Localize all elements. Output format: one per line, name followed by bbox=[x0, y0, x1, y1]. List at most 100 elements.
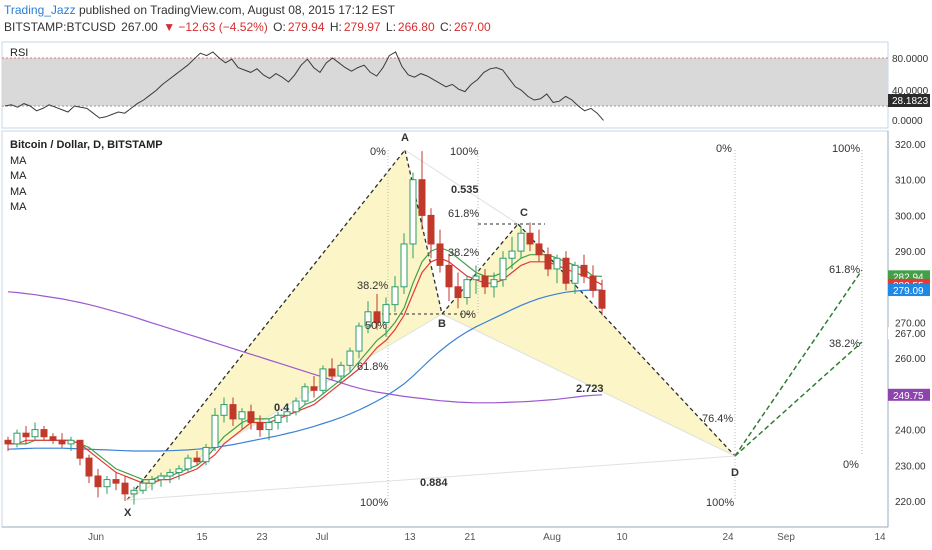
candle bbox=[130, 486, 138, 505]
candle-body bbox=[184, 457, 192, 470]
annotations: X A B C D 0.4 0.535 2.723 0.884 0% 38.2%… bbox=[124, 132, 860, 519]
candle-body bbox=[445, 264, 453, 288]
candle bbox=[256, 415, 264, 437]
low-value: 266.80 bbox=[397, 20, 435, 34]
candle bbox=[391, 276, 399, 312]
candle bbox=[472, 265, 480, 294]
high-label: H: bbox=[329, 20, 342, 34]
candle bbox=[535, 229, 543, 262]
published-text: published on TradingView.com, August 08,… bbox=[78, 3, 395, 17]
candle bbox=[553, 254, 561, 284]
candles bbox=[4, 151, 606, 505]
candle-body bbox=[94, 475, 102, 488]
candle-body bbox=[49, 436, 57, 441]
candle bbox=[157, 472, 165, 487]
fib-ab-100: 100% bbox=[450, 146, 478, 158]
candle bbox=[508, 236, 516, 269]
candle bbox=[247, 404, 255, 430]
candle-body bbox=[292, 400, 300, 413]
candle bbox=[265, 418, 273, 441]
candle-body bbox=[472, 275, 480, 281]
fib-ab-0: 0% bbox=[460, 309, 476, 321]
candle bbox=[427, 208, 435, 259]
candle bbox=[76, 439, 84, 466]
point-d: D bbox=[731, 467, 739, 479]
last-price-tag-bg bbox=[888, 327, 930, 340]
candle bbox=[319, 365, 327, 394]
candle bbox=[598, 279, 606, 316]
candle bbox=[463, 276, 471, 305]
rsi-tick-80: 80.0000 bbox=[892, 54, 929, 65]
legend-ma-3[interactable]: MA bbox=[10, 185, 27, 198]
candle-body bbox=[571, 264, 579, 284]
candle-body bbox=[13, 432, 21, 445]
guide-ac bbox=[404, 149, 519, 225]
time-tick: Jul bbox=[316, 532, 329, 543]
legend-ma-1[interactable]: MA bbox=[10, 154, 27, 167]
candle-body bbox=[220, 404, 228, 416]
candle-body bbox=[4, 439, 12, 445]
leg-xa bbox=[126, 149, 406, 501]
candle bbox=[571, 261, 579, 294]
candle-body bbox=[40, 429, 48, 438]
open-label: O: bbox=[273, 20, 286, 34]
candle bbox=[175, 465, 183, 480]
candle bbox=[103, 476, 111, 494]
rsi-tick-0: 0.0000 bbox=[892, 116, 923, 127]
candle-body bbox=[112, 479, 120, 484]
candle-body bbox=[22, 432, 30, 438]
candle-body bbox=[130, 489, 138, 495]
publish-info: Trading_Jazz published on TradingView.co… bbox=[4, 3, 395, 17]
candle-body bbox=[337, 364, 345, 377]
rsi-current-value: 28.1823 bbox=[892, 96, 929, 107]
candle bbox=[499, 251, 507, 287]
price-tick: 220.00 bbox=[895, 497, 926, 508]
candle-body bbox=[211, 414, 219, 448]
legend-ma-2[interactable]: MA bbox=[10, 170, 27, 182]
candle-body bbox=[418, 179, 426, 216]
candle-body bbox=[436, 243, 444, 266]
candle bbox=[184, 454, 192, 473]
author-link[interactable]: Trading_Jazz bbox=[4, 3, 76, 17]
candle-body bbox=[355, 325, 363, 352]
guide-xd bbox=[126, 455, 736, 501]
candle bbox=[580, 254, 588, 284]
price-tick: 267.00 bbox=[895, 329, 926, 340]
candle-body bbox=[85, 457, 93, 477]
ratio-bcd: 2.723 bbox=[576, 383, 604, 395]
time-axis: Jun 15 23 Jul 13 21 Aug 10 24 Sep 14 bbox=[88, 532, 886, 543]
fib-xa-50: 50% bbox=[365, 320, 387, 332]
time-tick: 23 bbox=[256, 532, 268, 543]
candle-body bbox=[517, 232, 525, 252]
candle-body bbox=[139, 482, 147, 491]
guide-bd bbox=[441, 313, 736, 457]
candle-body bbox=[382, 304, 390, 323]
candle-body bbox=[598, 289, 606, 309]
candle-body bbox=[481, 275, 489, 288]
price-axis: 320.00310.00300.00290.00280.00270.00267.… bbox=[888, 140, 930, 508]
ma-value-label: 249.75 bbox=[893, 391, 924, 402]
candle bbox=[31, 422, 39, 441]
candle bbox=[274, 411, 282, 430]
candle bbox=[220, 397, 228, 423]
rsi-band bbox=[2, 58, 888, 106]
time-tick: 10 bbox=[616, 532, 628, 543]
candle bbox=[418, 151, 426, 230]
point-b: B bbox=[438, 318, 446, 330]
candle bbox=[139, 479, 147, 494]
rsi-line bbox=[4, 51, 604, 121]
price-tick: 310.00 bbox=[895, 176, 926, 187]
candle-body bbox=[346, 350, 354, 366]
candle bbox=[490, 272, 498, 298]
legend-ma-4[interactable]: MA bbox=[10, 201, 27, 213]
candle bbox=[121, 476, 129, 501]
candle bbox=[67, 436, 75, 452]
ma-value-label: 279.09 bbox=[893, 286, 924, 297]
candle-body bbox=[283, 411, 291, 416]
price-tick: 320.00 bbox=[895, 140, 926, 151]
candle bbox=[292, 397, 300, 416]
candle-body bbox=[193, 457, 201, 463]
chart-header: Trading_Jazz published on TradingView.co… bbox=[0, 0, 932, 40]
candle bbox=[481, 268, 489, 294]
